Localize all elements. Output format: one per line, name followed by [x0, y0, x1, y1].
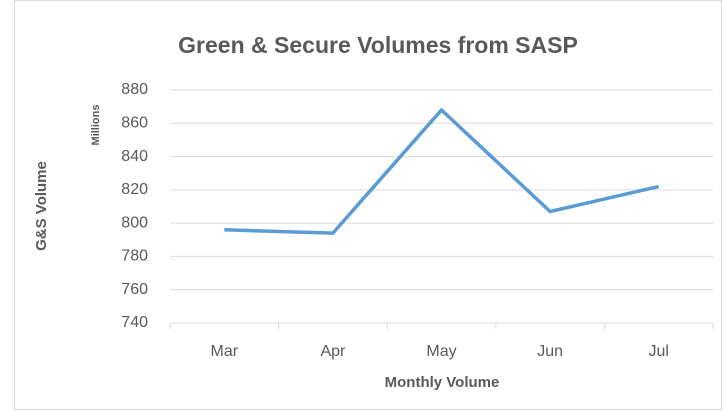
chart-title: Green & Secure Volumes from SASP	[178, 32, 578, 58]
y-tick-label: 860	[121, 115, 148, 132]
x-tick-label: May	[426, 343, 456, 360]
y-tick-label: 780	[121, 248, 148, 265]
x-tick-label: Jun	[537, 343, 563, 360]
y-tick-label: 880	[121, 81, 148, 98]
y-tick-label: 800	[121, 214, 148, 231]
x-axis-label: Monthly Volume	[385, 374, 500, 391]
x-tick-label: Apr	[320, 343, 346, 360]
x-tick-label: Mar	[211, 343, 239, 360]
y-tick-label: 740	[121, 314, 148, 331]
y-tick-label: 840	[121, 148, 148, 165]
y-tick-label: 760	[121, 281, 148, 298]
y-axis-label: G&S Volume	[33, 161, 50, 251]
chart-border	[14, 0, 722, 410]
line-series	[224, 108, 660, 235]
y-unit-label: Millions	[90, 105, 102, 146]
y-tick-label: 820	[121, 181, 148, 198]
x-tick-label: Jul	[648, 343, 668, 360]
